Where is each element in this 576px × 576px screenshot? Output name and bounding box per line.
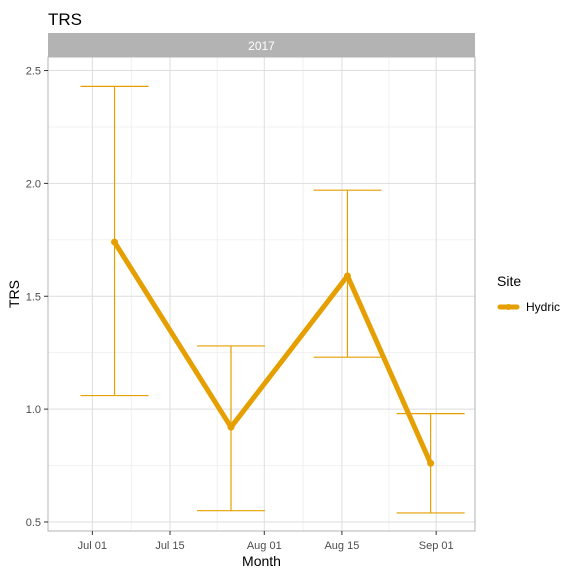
data-points: [111, 238, 435, 467]
legend-label: Hydric: [526, 300, 560, 314]
legend: Site Hydric: [497, 273, 560, 314]
y-axis: 0.5 1.0 1.5 2.0 2.5: [26, 66, 48, 529]
x-tick-label: Jul 01: [78, 540, 107, 552]
data-point: [227, 423, 235, 431]
series-line: [112, 239, 434, 466]
legend-title: Site: [497, 273, 521, 289]
y-tick-label: 2.5: [26, 66, 41, 78]
x-axis-label: Month: [242, 553, 281, 569]
y-tick-label: 2.0: [26, 178, 41, 190]
data-point: [111, 238, 119, 246]
x-tick-label: Sep 01: [419, 540, 454, 552]
data-point: [427, 459, 435, 467]
chart-title: TRS: [48, 10, 82, 29]
x-axis: Jul 01 Jul 15 Aug 01 Aug 15 Sep 01: [78, 531, 454, 552]
legend-key-point: [505, 304, 512, 310]
y-tick-label: 1.0: [26, 404, 41, 416]
legend-items: Hydric: [497, 300, 560, 314]
x-tick-label: Aug 01: [247, 540, 282, 552]
major-gridlines: [48, 57, 475, 531]
facet-label: 2017: [248, 39, 275, 53]
legend-item: Hydric: [497, 300, 560, 314]
y-axis-label: TRS: [6, 280, 22, 308]
minor-gridlines: [48, 57, 475, 531]
y-tick-label: 0.5: [26, 517, 41, 529]
data-point: [343, 272, 351, 280]
series-lines: [112, 239, 434, 466]
x-tick-label: Aug 15: [324, 540, 359, 552]
y-tick-label: 1.5: [26, 291, 41, 303]
plot-panel: [48, 57, 475, 531]
x-tick-label: Jul 15: [155, 540, 184, 552]
plot-border: [47, 56, 476, 532]
facet-strip: [48, 33, 475, 57]
